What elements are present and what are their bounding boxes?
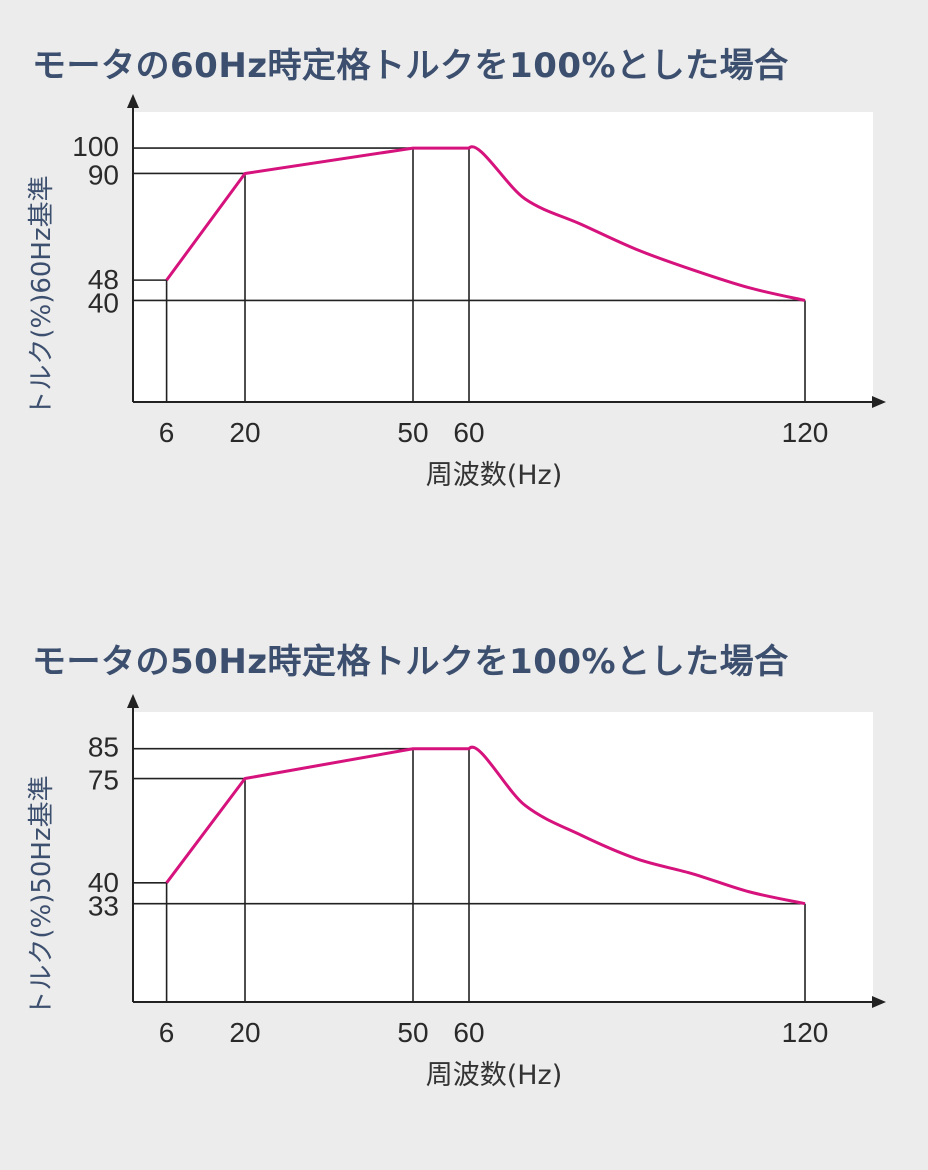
y-tick-label: 40 xyxy=(88,287,119,318)
x-tick-label: 120 xyxy=(782,1017,829,1048)
x-axis-arrow xyxy=(872,996,886,1008)
chart-title: モータの50Hz時定格トルクを100%とした場合 xyxy=(32,642,789,682)
x-tick-label: 6 xyxy=(159,417,175,448)
y-axis-arrow xyxy=(127,694,139,708)
y-tick-label: 100 xyxy=(72,131,119,162)
x-tick-label: 6 xyxy=(159,1017,175,1048)
x-tick-label: 60 xyxy=(453,1017,484,1048)
y-tick-label: 85 xyxy=(88,732,119,763)
plot-area xyxy=(133,112,873,402)
y-tick-label: 33 xyxy=(88,891,119,922)
torque-curve xyxy=(165,145,806,302)
x-tick-label: 60 xyxy=(453,417,484,448)
y-tick-label: 48 xyxy=(88,264,119,295)
torque-curve xyxy=(165,745,806,906)
chart-title: モータの60Hz時定格トルクを100%とした場合 xyxy=(32,46,789,86)
x-tick-label: 120 xyxy=(782,417,829,448)
plot-area xyxy=(133,712,873,1002)
x-axis-label: 周波数(Hz) xyxy=(426,460,563,491)
y-tick-label: 40 xyxy=(88,867,119,898)
x-tick-label: 50 xyxy=(397,417,428,448)
x-axis-label: 周波数(Hz) xyxy=(426,1060,563,1091)
x-tick-label: 20 xyxy=(229,417,260,448)
y-tick-label: 90 xyxy=(88,159,119,190)
x-axis-arrow xyxy=(872,396,886,408)
y-axis-label: トルク(%)50Hz基準 xyxy=(27,775,57,1016)
x-tick-label: 20 xyxy=(229,1017,260,1048)
y-axis-label: トルク(%)60Hz基準 xyxy=(27,175,57,416)
x-tick-label: 50 xyxy=(397,1017,428,1048)
y-tick-label: 75 xyxy=(88,765,119,796)
y-axis-arrow xyxy=(127,94,139,108)
